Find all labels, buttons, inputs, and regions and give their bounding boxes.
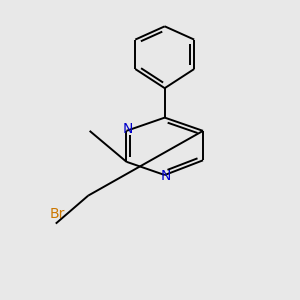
Text: N: N bbox=[123, 122, 133, 136]
Text: N: N bbox=[161, 169, 171, 184]
Text: Br: Br bbox=[50, 207, 65, 221]
